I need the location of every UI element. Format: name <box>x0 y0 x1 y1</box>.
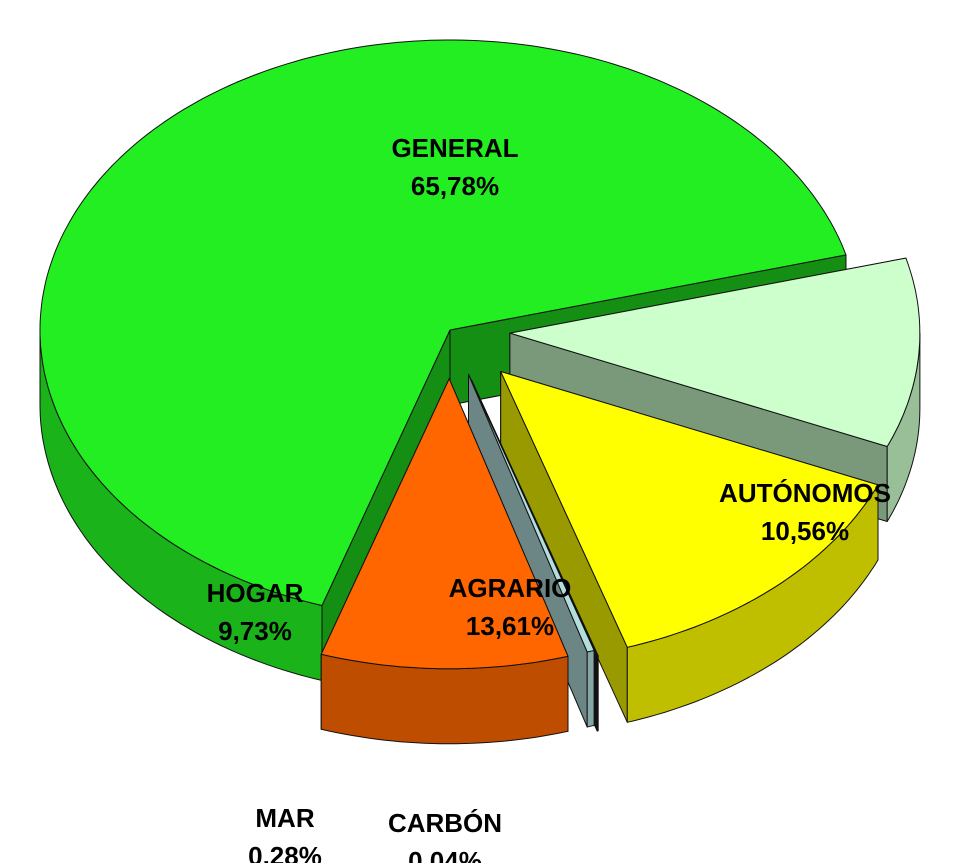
slice-wall <box>586 649 595 728</box>
slice-label: CARBÓN <box>388 808 502 838</box>
slice-value-label: 10,56% <box>761 516 849 546</box>
slice <box>468 373 595 653</box>
slice <box>509 257 921 447</box>
slice-value-label: 65,78% <box>411 171 499 201</box>
slice-label: AGRARIO <box>449 573 572 603</box>
slice-value-label: 13,61% <box>466 611 554 641</box>
slice-value-label: 0,04% <box>408 846 482 863</box>
slice <box>39 39 847 606</box>
slice-value-label: 9,73% <box>218 616 292 646</box>
slice-wall <box>596 655 599 732</box>
slice-label: GENERAL <box>391 133 518 163</box>
slice <box>500 371 879 648</box>
slice-value-label: 0,28% <box>248 841 322 863</box>
slice-label: AUTÓNOMOS <box>719 478 891 508</box>
slice-label: MAR <box>255 803 314 833</box>
slice <box>320 378 569 670</box>
slice-label: HOGAR <box>207 578 304 608</box>
